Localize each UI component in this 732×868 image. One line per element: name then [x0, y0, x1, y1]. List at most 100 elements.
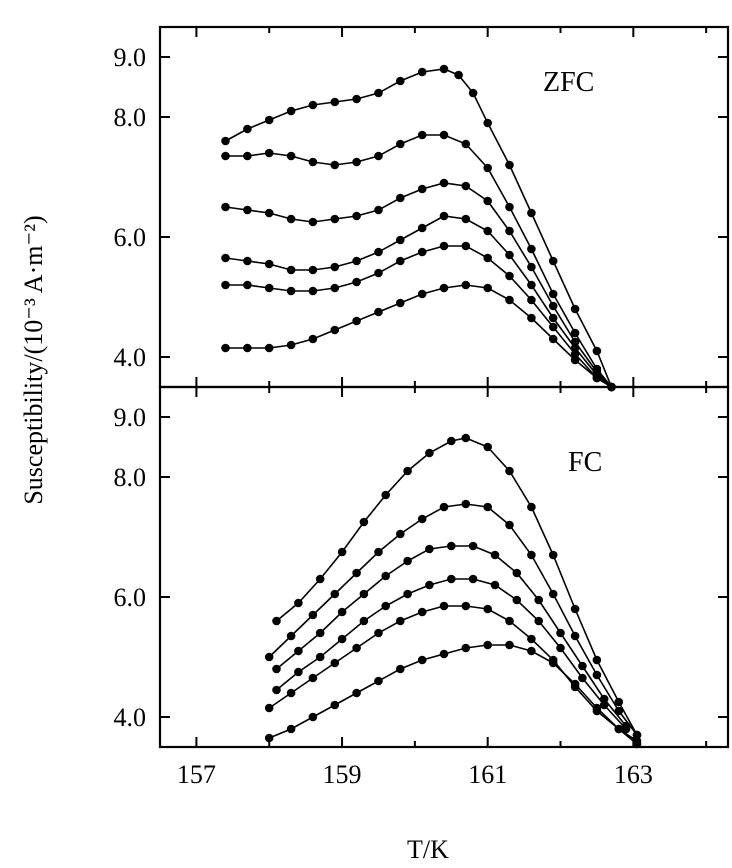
xtick-label: 159 [323, 760, 362, 789]
fc-series-6-point [286, 724, 296, 734]
zfc-series-4-point [221, 253, 230, 263]
xtick-label: 163 [614, 760, 653, 789]
zfc-series-4-point [461, 214, 471, 224]
zfc-series-6-point [308, 334, 318, 344]
fc-series-1-point [272, 616, 281, 626]
zfc-series-2-point [221, 151, 230, 161]
zfc-series-2-point [439, 130, 449, 140]
fc-series-5-point [308, 673, 318, 683]
zfc-series-5-point [330, 283, 340, 293]
zfc-series-4-point [483, 226, 493, 236]
zfc-series-2-point [286, 151, 296, 161]
fc-series-4-point [403, 589, 412, 599]
zfc-series-6-point [570, 355, 580, 365]
fc-series-6-point [264, 733, 274, 743]
zfc-series-3-point [417, 184, 427, 194]
fc-series-2-point [548, 589, 558, 599]
zfc-series-4-point [505, 250, 514, 260]
zfc-series-6-point [505, 295, 514, 305]
fc-series-1-line [275, 437, 638, 736]
zfc-series-5-point [527, 295, 536, 305]
fc-series-group [264, 433, 642, 749]
fc-series-1-point [359, 517, 369, 527]
zfc-series-3-point [374, 205, 383, 215]
zfc-series-2-point [308, 157, 318, 167]
fc-series-5-point [461, 601, 471, 611]
x-axis: 157 159 161 163 [177, 760, 653, 789]
zfc-series-6-point [548, 334, 558, 344]
fc-series-3-point [272, 664, 281, 674]
fc-series-3-point [534, 595, 543, 605]
xtick-label: 157 [177, 760, 216, 789]
fc-series-3-point [556, 628, 565, 638]
fc-series-2-point [505, 520, 514, 530]
fc-series-4-point [294, 667, 303, 677]
zfc-series-3-line [225, 182, 613, 388]
fc-series-6-point [483, 640, 493, 650]
zfc-series-2-point [264, 148, 274, 158]
zfc-series-4-point [264, 259, 274, 269]
fc-series-4-point [447, 574, 456, 584]
fc-series-6-point [439, 649, 449, 659]
fc-series-6-point [570, 679, 580, 689]
fc-series-6-point [417, 655, 427, 665]
fc-series-1-point [592, 655, 602, 665]
fc-series-6-point [374, 676, 383, 686]
zfc-series-5-point [221, 280, 230, 290]
zfc-series-1-point [454, 70, 463, 80]
zfc-series-6-point [352, 316, 361, 326]
fc-series-1-point [570, 604, 580, 614]
fc-series-5-point [352, 643, 361, 653]
fc-series-1-point [527, 502, 536, 512]
zfc-series-1-point [505, 160, 514, 170]
zfc-series-1-point [243, 124, 252, 134]
zfc-series-3-point [330, 214, 340, 224]
zfc-series-2-point [417, 130, 427, 140]
zfc-series-6-point [221, 343, 230, 353]
fc-series-3-point [447, 541, 456, 551]
zfc-series-1-point [396, 76, 405, 86]
zfc-series-3-point [264, 208, 274, 218]
fc-series-1-point [483, 442, 493, 452]
y-axis-label: Susceptibility/(10⁻³ A·m⁻²) [19, 215, 48, 504]
zfc-series-3-point [439, 178, 449, 188]
fc-series-3-point [337, 607, 347, 617]
zfc-series-4-point [374, 247, 383, 257]
fc-series-4-point [556, 643, 565, 653]
fc-series-6-point [527, 646, 536, 656]
fc-series-3-point [512, 568, 522, 578]
zfc-series-1-point [527, 208, 536, 218]
fc-series-3-point [403, 556, 412, 566]
fc-series-6-point [308, 712, 318, 722]
zfc-series-6-point [417, 289, 427, 299]
fc-series-1-point [403, 466, 412, 476]
xtick-label: 161 [468, 760, 507, 789]
zfc-series-1-point [439, 64, 449, 74]
zfc-series-3-point [505, 226, 514, 236]
zfc-series-3-point [221, 202, 230, 212]
fc-series-2-point [264, 652, 274, 662]
fc-series-5-line [268, 605, 638, 742]
fc-series-1-point [447, 436, 456, 446]
zfc-series-3-point [483, 196, 493, 206]
zfc-series-5-point [417, 247, 427, 257]
fc-series-5-point [439, 601, 449, 611]
fc-series-2-point [527, 550, 536, 560]
fc-series-5-point [483, 604, 493, 614]
zfc-series-2-point [396, 139, 405, 149]
zfc-series-6-point [330, 325, 340, 335]
fc-series-4-point [425, 580, 434, 590]
zfc-series-2-point [352, 157, 361, 167]
fc-series-3-point [425, 544, 434, 554]
fc-series-1-point [614, 697, 624, 707]
zfc-series-6-point [439, 283, 449, 293]
fc-ytick-label: 8.0 [114, 463, 147, 492]
zfc-series-3-point [308, 217, 318, 227]
fc-series-2-point [396, 529, 405, 539]
zfc-series-1-point [592, 346, 602, 356]
fc-series-2-point [352, 568, 361, 578]
zfc-ytick-label: 8.0 [114, 103, 147, 132]
fc-series-6-point [614, 724, 624, 734]
zfc-series-5-point [505, 271, 514, 281]
fc-series-2-point [308, 610, 318, 620]
